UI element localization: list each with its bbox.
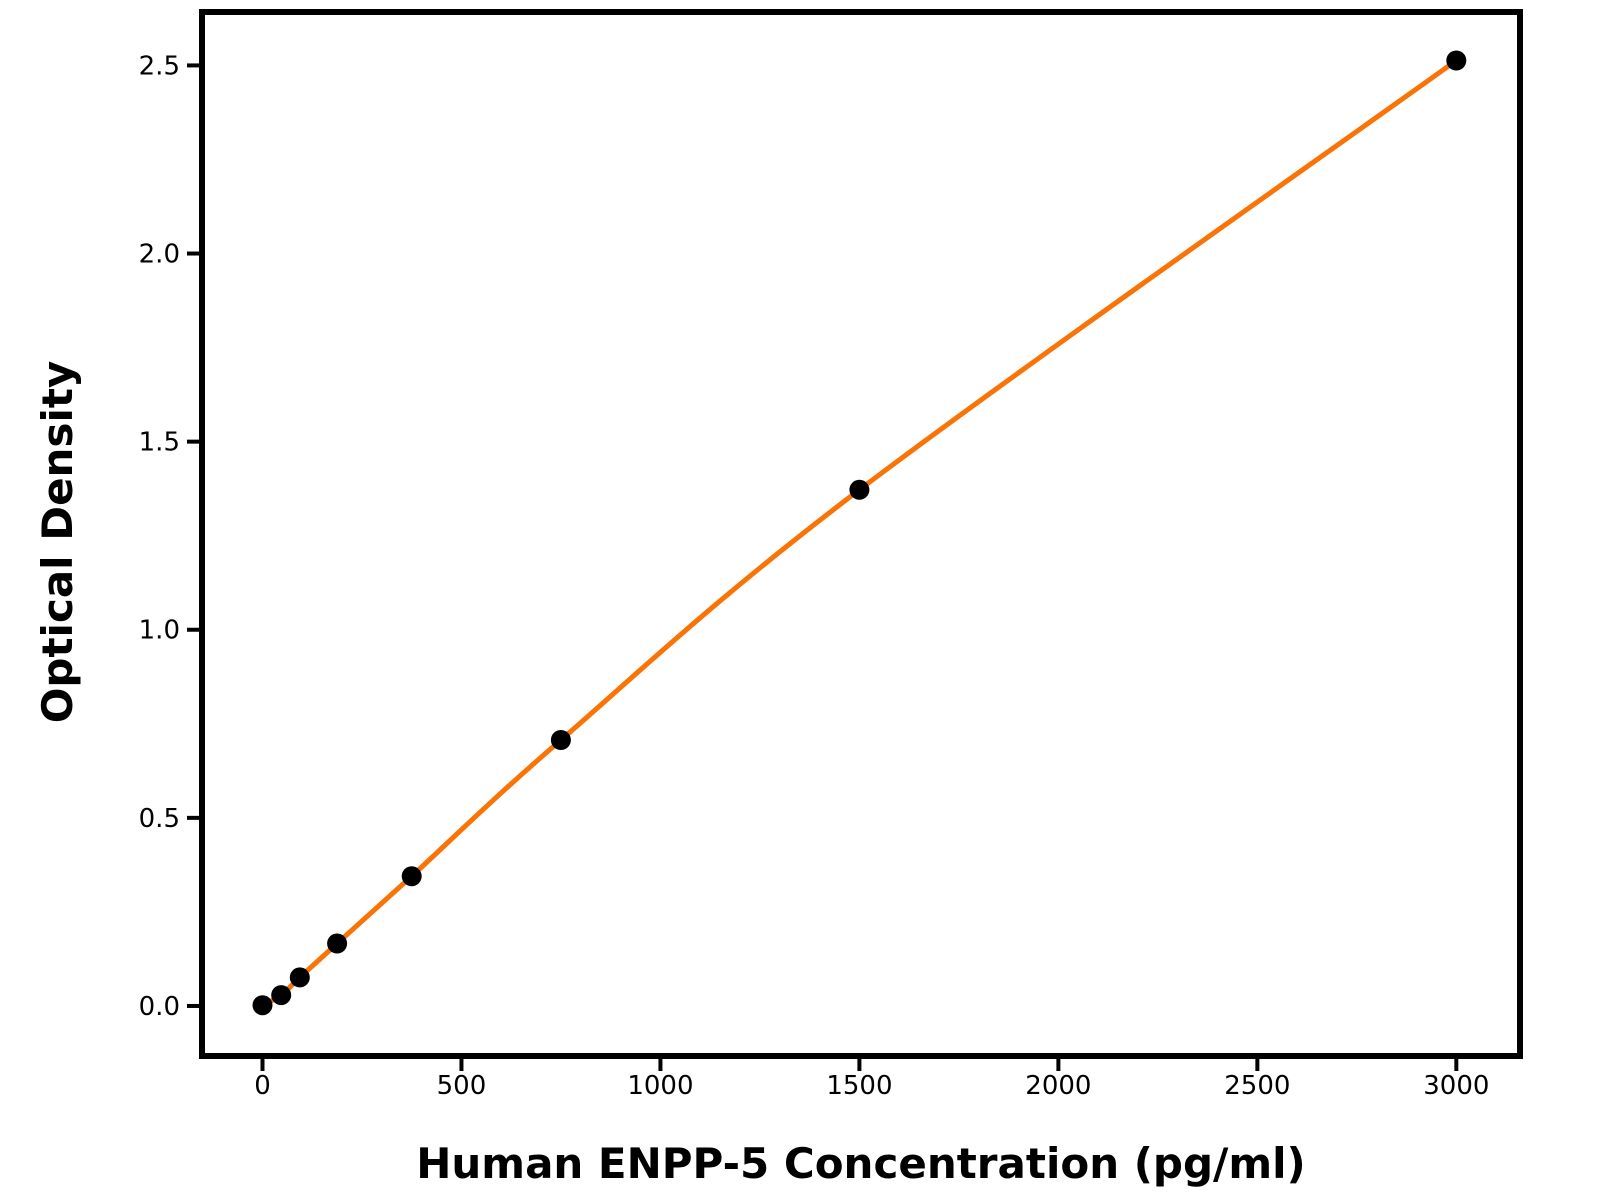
- data-point: [849, 479, 870, 500]
- x-tick-label: 1000: [627, 1071, 693, 1101]
- data-point: [289, 967, 310, 988]
- data-point: [327, 933, 348, 954]
- y-axis-tick-labels: 0.0 0.5 1.0 1.5 2.0 2.5: [139, 51, 180, 1022]
- y-tick-label: 1.5: [139, 428, 180, 458]
- x-axis-label: Human ENPP-5 Concentration (pg/ml): [416, 1139, 1306, 1188]
- x-tick-label: 2500: [1224, 1071, 1290, 1101]
- data-point: [401, 866, 422, 887]
- data-point-markers: [252, 50, 1467, 1016]
- standard-curve-line: [260, 58, 1459, 1008]
- data-point: [550, 730, 571, 750]
- y-tick-label: 0.0: [139, 992, 180, 1022]
- y-tick-label: 2.5: [139, 51, 180, 81]
- x-tick-label: 2000: [1025, 1071, 1091, 1101]
- x-tick-label: 1500: [826, 1071, 892, 1101]
- y-tick-label: 0.5: [139, 804, 180, 834]
- data-point: [271, 985, 292, 1006]
- x-tick-label: 0: [254, 1071, 271, 1101]
- y-tick-label: 1.0: [139, 616, 180, 646]
- x-axis-tick-labels: 0 500 1000 1500 2000 2500 3000: [254, 1071, 1489, 1101]
- x-tick-label: 3000: [1423, 1071, 1489, 1101]
- y-axis-label: Optical Density: [33, 361, 82, 724]
- data-point: [252, 995, 273, 1016]
- data-point: [1446, 50, 1467, 71]
- x-tick-label: 500: [437, 1071, 487, 1101]
- y-tick-label: 2.0: [139, 240, 180, 270]
- plot-frame: [199, 9, 1523, 1059]
